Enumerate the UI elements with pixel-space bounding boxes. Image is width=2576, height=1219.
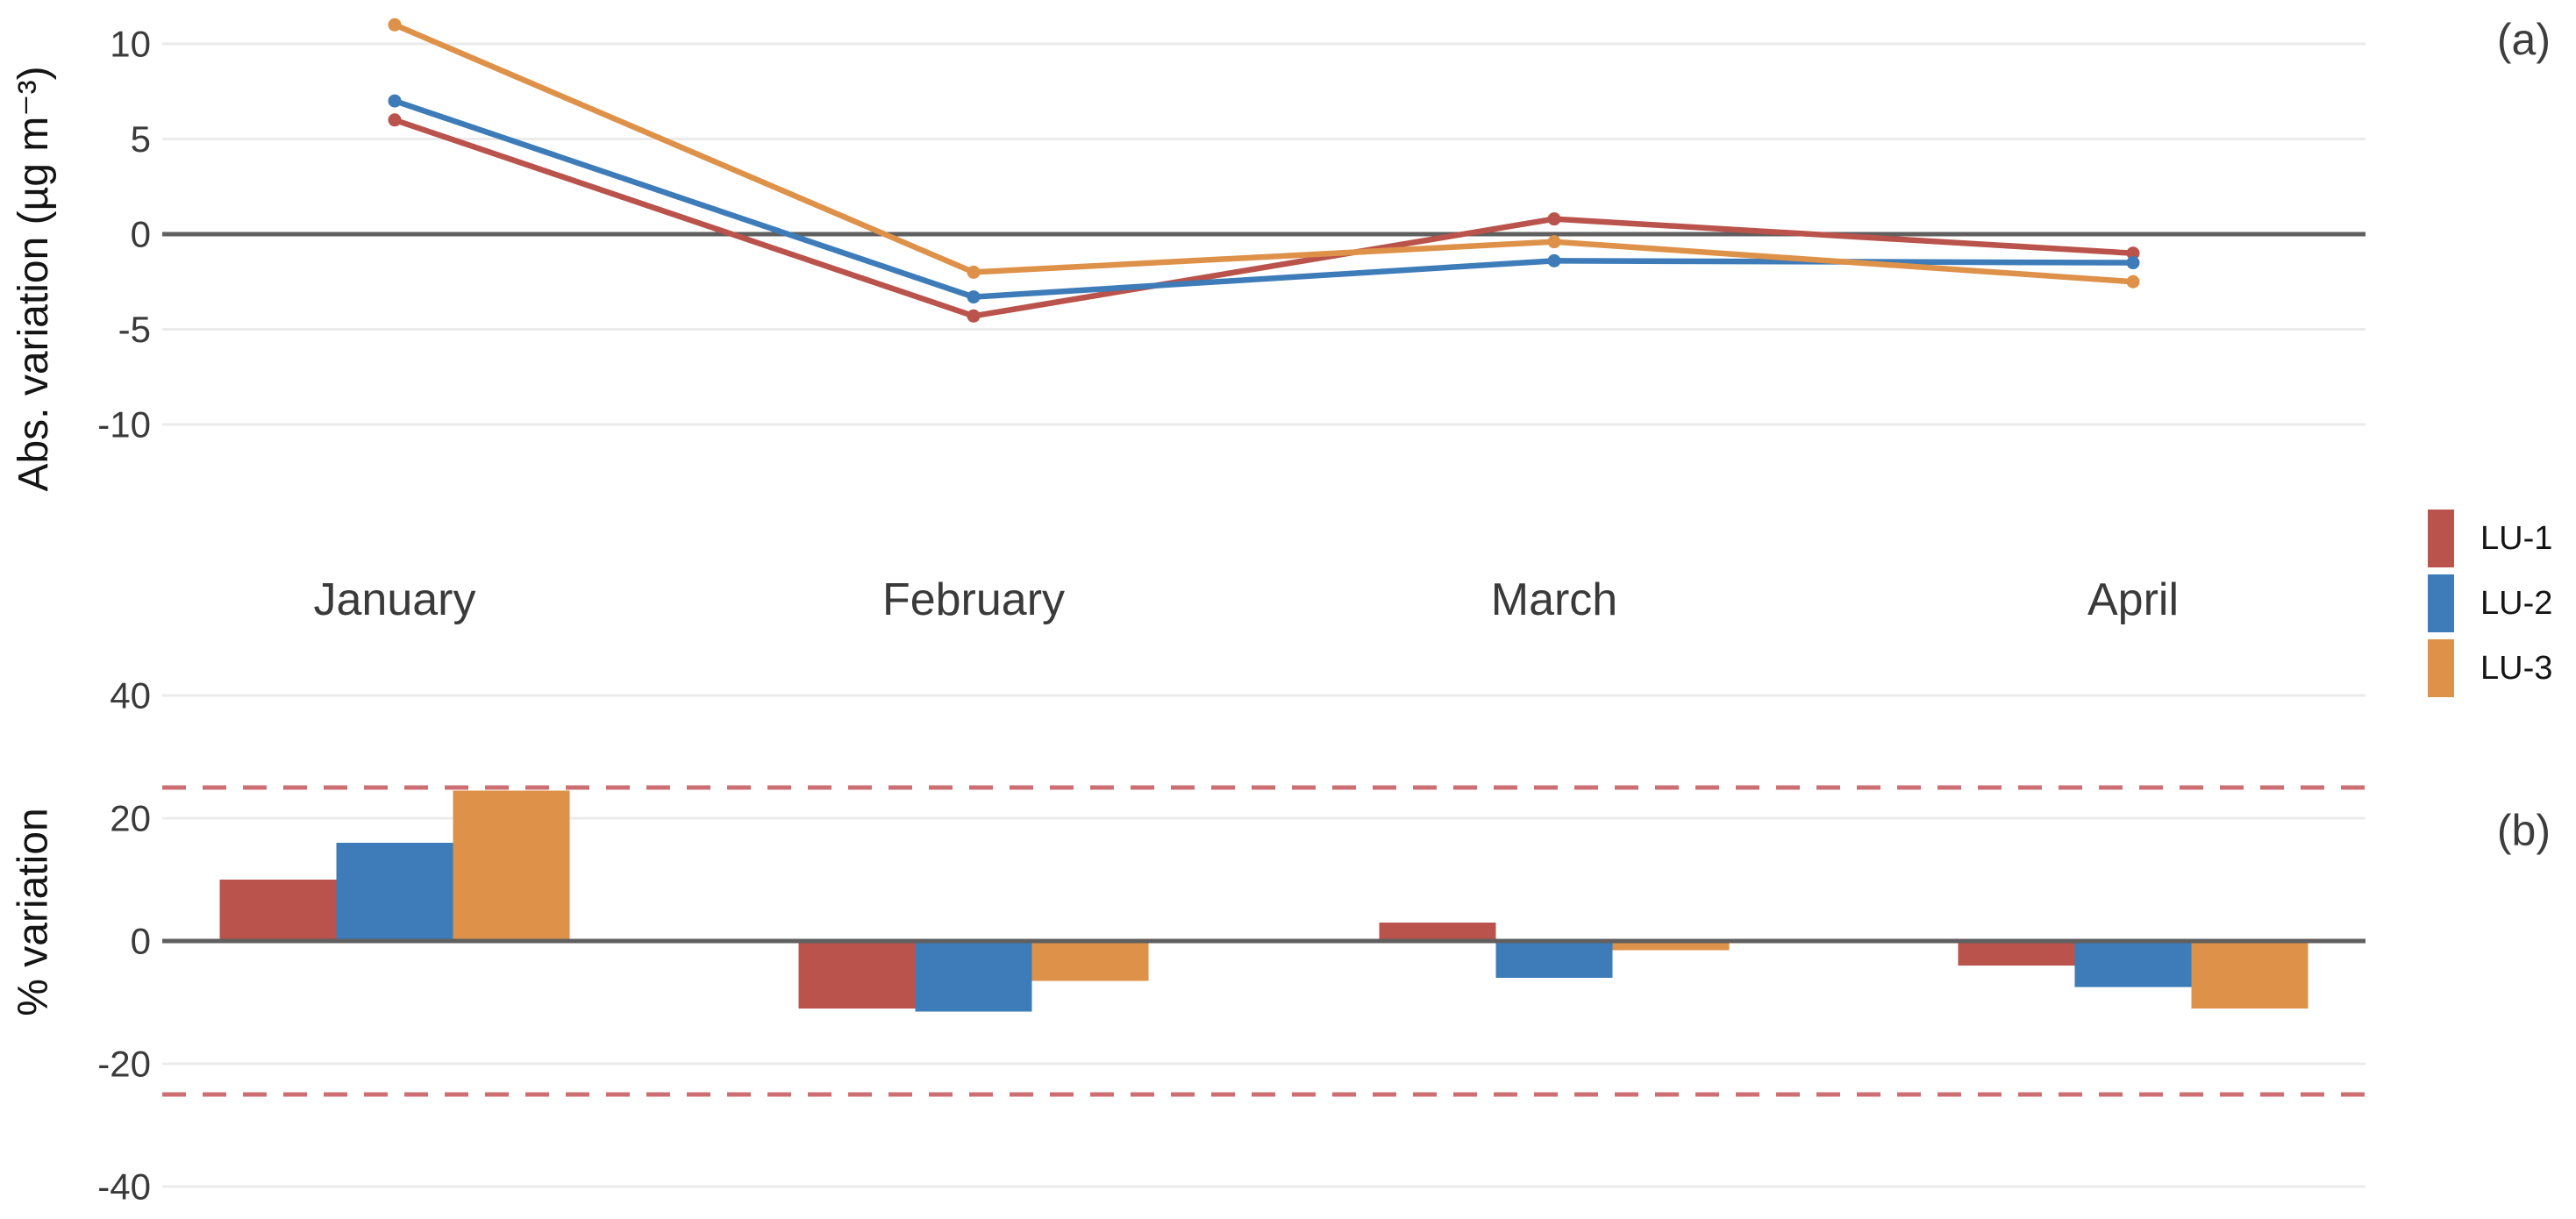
bar-LU-2-march — [1495, 941, 1613, 978]
bar-LU-1-march — [1379, 923, 1496, 941]
bar-LU-1-january — [219, 880, 337, 941]
legend-label-lu-1: LU-1 — [2480, 519, 2553, 557]
legend-item-lu-3: LU-3 — [2428, 639, 2552, 697]
marker-LU-2-february — [967, 290, 981, 304]
bar-LU-2-april — [2074, 941, 2192, 987]
marker-LU-1-february — [967, 309, 981, 323]
marker-LU-3-february — [967, 265, 981, 279]
panel-label-b: (b) — [2496, 806, 2551, 855]
marker-LU-1-april — [2126, 246, 2140, 260]
y-axis-label-panel-b: % variation — [10, 808, 57, 1016]
y-tick-(a)-5: 5 — [131, 118, 151, 160]
x-tick-february: February — [882, 574, 1065, 625]
marker-LU-2-april — [2126, 256, 2140, 270]
legend-label-lu-3: LU-3 — [2480, 649, 2553, 687]
legend-swatch-lu-1 — [2428, 510, 2454, 567]
x-tick-january: January — [314, 574, 476, 625]
marker-LU-1-january — [388, 113, 402, 127]
panel-label-a: (a) — [2496, 15, 2551, 64]
marker-LU-2-january — [388, 94, 402, 108]
legend-label-lu-2: LU-2 — [2480, 584, 2553, 622]
y-axis-label-panel-a: Abs. variation (µg m⁻³) — [11, 66, 57, 492]
y-tick-(a)--5: -5 — [118, 309, 151, 350]
bar-LU-1-february — [798, 941, 916, 1009]
y-tick-(a)--10: -10 — [97, 404, 151, 446]
bar-LU-3-january — [453, 790, 570, 941]
legend: LU-1 LU-2 LU-3 — [2428, 510, 2552, 704]
legend-swatch-lu-2 — [2428, 574, 2454, 632]
y-tick-(a)-0: 0 — [131, 214, 151, 255]
y-tick-(b)-40: 40 — [110, 675, 151, 716]
legend-item-lu-1: LU-1 — [2428, 510, 2552, 567]
marker-LU-3-april — [2126, 274, 2140, 289]
bar-LU-2-january — [336, 843, 453, 941]
bar-LU-2-february — [915, 941, 1032, 1012]
y-tick-(a)-10: 10 — [110, 24, 151, 65]
line-series-LU-1 — [391, 117, 2137, 319]
legend-item-lu-2: LU-2 — [2428, 574, 2552, 632]
x-tick-march: March — [1491, 574, 1617, 625]
y-tick-(b)--20: -20 — [97, 1044, 151, 1085]
marker-LU-2-march — [1547, 253, 1561, 267]
y-tick-(b)-0: 0 — [131, 921, 151, 962]
y-tick-(b)--40: -40 — [97, 1166, 151, 1208]
bar-LU-3-march — [1612, 941, 1730, 951]
marker-LU-1-march — [1547, 212, 1561, 226]
bar-LU-3-april — [2191, 941, 2308, 1009]
bar-LU-1-april — [1958, 941, 2075, 966]
marker-LU-3-march — [1547, 235, 1561, 249]
legend-swatch-lu-3 — [2428, 639, 2454, 697]
bar-LU-3-february — [1031, 941, 1149, 981]
x-tick-april: April — [2087, 574, 2179, 625]
line-series-LU-3 — [391, 22, 2137, 285]
marker-LU-3-january — [388, 18, 402, 32]
y-tick-(b)-20: 20 — [110, 798, 151, 839]
